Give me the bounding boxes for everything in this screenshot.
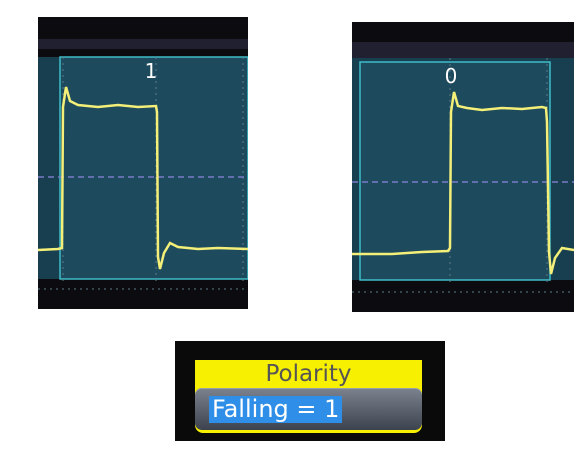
signal-trace-left — [38, 86, 248, 270]
scope-screen-left — [38, 17, 248, 309]
polarity-control: Polarity Falling = 1 — [175, 341, 445, 441]
polarity-selected-value: Falling = 1 — [209, 396, 343, 423]
scope-screen-right — [352, 22, 574, 312]
bit-value-label-left: 1 — [144, 59, 158, 83]
polarity-select[interactable]: Falling = 1 — [195, 388, 422, 430]
signal-trace-right — [352, 91, 574, 275]
scope-capture-right: 0 — [352, 22, 574, 312]
bit-value-label-right: 0 — [444, 64, 458, 88]
scope-capture-left: 1 — [38, 17, 248, 309]
polarity-header: Polarity — [195, 360, 422, 387]
